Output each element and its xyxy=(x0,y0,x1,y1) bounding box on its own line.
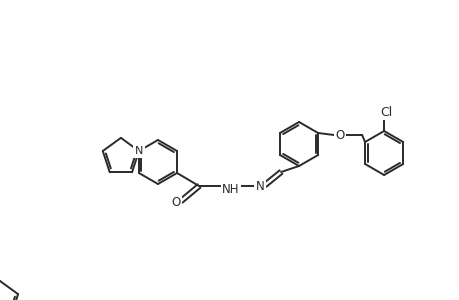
Text: N: N xyxy=(255,179,264,193)
Text: N: N xyxy=(134,146,143,156)
Text: Cl: Cl xyxy=(379,106,392,118)
Text: NH: NH xyxy=(222,182,239,196)
Text: O: O xyxy=(171,196,180,209)
Text: O: O xyxy=(335,128,344,142)
